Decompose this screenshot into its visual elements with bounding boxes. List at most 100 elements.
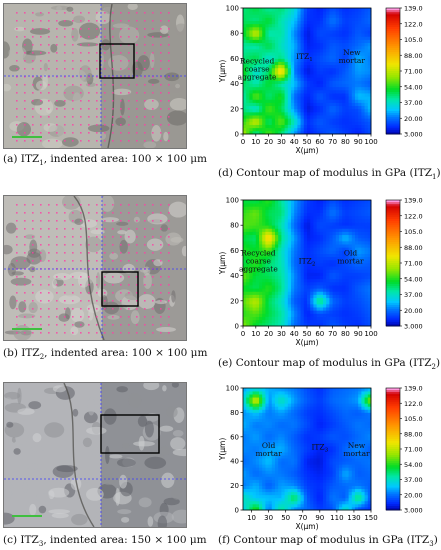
x-tick-label: 10 [251,138,260,146]
heatmap-cell [303,263,308,267]
heatmap-cell [310,482,314,486]
heatmap-cell [355,36,359,40]
heatmap-cell [243,253,247,258]
heatmap-cell [268,485,273,490]
heatmap-cell [255,48,260,53]
heatmap-cell [284,491,289,496]
heatmap-cell [339,124,343,129]
heatmap-cell [287,30,292,34]
heatmap-cell [342,294,346,299]
heatmap-cell [361,30,365,34]
heatmap-cell [246,52,250,56]
heatmap-cell [291,250,295,254]
heatmap-cell [262,313,266,317]
heatmap-cell [278,467,282,471]
heatmap-cell [329,11,333,15]
heatmap-cell [275,99,279,103]
heatmap-cell [307,200,311,204]
heatmap-cell [342,424,346,429]
heatmap-cell [319,467,324,471]
heatmap-cell [364,14,369,18]
heatmap-cell [307,473,311,477]
heatmap-cell [265,212,269,217]
heatmap-cell [364,200,369,204]
heatmap-cell [297,473,301,477]
heatmap-cell [339,218,343,223]
heatmap-cell [255,240,260,245]
heatmap-cell [348,118,353,122]
heatmap-cell [255,200,260,204]
heatmap-cell [281,500,285,505]
heatmap-cell [358,406,362,410]
heatmap-cell [303,130,308,135]
heatmap-cell [246,409,250,413]
heatmap-cell [319,430,324,435]
heatmap-cell [367,253,372,258]
heatmap-cell [281,403,285,407]
heatmap-cell [323,403,327,407]
colorbar-segment [386,208,400,211]
heatmap-cell [262,231,266,236]
heatmap-cell [348,61,353,66]
heatmap-cell [303,64,308,69]
heatmap-cell [342,89,346,94]
heatmap-cell [307,127,311,132]
heatmap-cell [364,461,369,465]
heatmap-cell [313,83,317,88]
heatmap-cell [252,20,257,25]
heatmap-cell [364,482,369,486]
heatmap-cell [249,61,253,66]
heatmap-cell [310,303,314,308]
heatmap-cell [243,449,247,453]
heatmap-cell [348,421,353,425]
heatmap-cell [275,20,279,25]
heatmap-cell [262,36,266,40]
heatmap-cell [345,288,349,292]
heatmap-cell [358,74,362,78]
heatmap-cell [313,89,317,94]
heatmap-cell [335,26,340,31]
heatmap-cell [332,313,337,317]
heatmap-cell [268,300,273,305]
heatmap-cell [252,455,257,459]
heatmap-cell [348,403,353,407]
heatmap-cell [262,45,266,50]
heatmap-cell [243,64,247,69]
heatmap-cell [310,467,314,471]
heatmap-cell [278,77,282,81]
colorbar-tick-label: 122.0 [404,20,423,28]
heatmap-cell [287,418,292,422]
heatmap-cell [294,497,298,502]
heatmap-cell [249,421,253,425]
heatmap-cell [265,234,269,239]
heatmap-cell [271,494,276,499]
heatmap-cell [284,244,289,248]
heatmap-cell [252,430,257,435]
heatmap-cell [291,67,295,72]
heatmap-cell [329,482,333,486]
heatmap-cell [281,449,285,453]
heatmap-cell [262,121,266,125]
heatmap-cell [287,124,292,129]
heatmap-cell [361,424,365,429]
heatmap-cell [243,52,247,56]
heatmap-cell [262,61,266,66]
heatmap-cell [316,491,321,496]
heatmap-cell [287,506,292,511]
heatmap-cell [339,8,343,12]
heatmap-cell [259,200,263,204]
heatmap-cell [275,427,279,432]
heatmap-cell [281,415,285,419]
heatmap-cell [326,452,330,456]
heatmap-cell [291,11,295,15]
heatmap-cell [259,42,263,47]
heatmap-cell [355,215,359,220]
heatmap-cell [265,445,269,450]
heatmap-cell [275,80,279,84]
heatmap-cell [319,288,324,292]
heatmap-cell [297,479,301,483]
heatmap-cell [351,55,356,59]
heatmap-cell [255,203,260,207]
heatmap-cell [319,269,324,273]
heatmap-cell [255,388,260,392]
